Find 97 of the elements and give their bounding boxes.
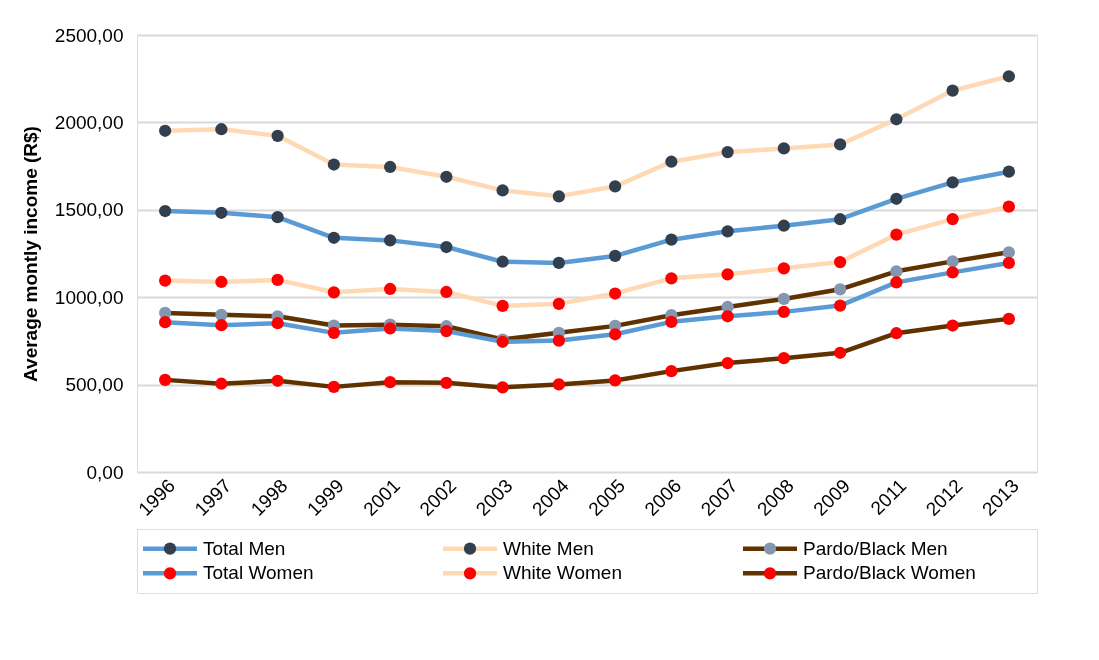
y-tick-label: 0,00 — [86, 461, 124, 483]
point — [440, 170, 453, 183]
point — [1002, 165, 1015, 178]
point — [946, 84, 959, 97]
point — [159, 373, 172, 386]
point — [384, 282, 397, 296]
point — [384, 160, 397, 174]
point — [946, 212, 959, 226]
point — [834, 299, 847, 312]
point — [215, 275, 228, 289]
point — [609, 328, 622, 341]
point — [609, 374, 622, 387]
point — [159, 204, 172, 218]
point — [890, 276, 903, 289]
point — [834, 138, 847, 151]
point — [496, 184, 509, 197]
point — [834, 283, 847, 296]
point — [665, 365, 678, 378]
point — [834, 346, 847, 359]
point — [552, 297, 565, 310]
point — [496, 299, 509, 313]
point — [384, 322, 397, 335]
point — [609, 180, 622, 193]
point — [552, 334, 565, 347]
point — [777, 292, 790, 306]
point — [327, 231, 340, 244]
point — [552, 256, 565, 270]
y-tick-label: 1000,00 — [54, 286, 124, 308]
point — [552, 190, 565, 203]
point — [440, 285, 453, 299]
point — [271, 317, 284, 330]
y-tick-label: 2500,00 — [54, 24, 124, 46]
y-tick-label: 2000,00 — [54, 111, 124, 133]
point — [440, 240, 453, 254]
y-axis-title: Average montly income (R$) — [19, 126, 41, 382]
point — [890, 265, 903, 278]
point — [552, 378, 565, 391]
point — [721, 146, 734, 159]
point — [440, 325, 453, 338]
point — [215, 206, 228, 219]
point — [721, 310, 734, 323]
point — [159, 316, 172, 329]
point — [665, 233, 678, 246]
y-tick-label: 1500,00 — [54, 199, 124, 221]
point — [1002, 200, 1015, 213]
point — [946, 266, 959, 279]
point — [890, 228, 903, 241]
point — [777, 262, 790, 275]
point — [777, 352, 790, 365]
point — [946, 319, 959, 332]
point — [777, 219, 790, 232]
point — [946, 176, 959, 189]
point — [327, 380, 340, 393]
point — [665, 315, 678, 328]
point — [327, 158, 340, 171]
point — [890, 113, 903, 126]
point — [777, 142, 790, 155]
point — [834, 255, 847, 269]
point — [440, 376, 453, 389]
point — [1002, 246, 1015, 259]
legend-label: Pardo/Black Women — [803, 562, 976, 584]
point — [159, 124, 172, 137]
point — [665, 272, 678, 285]
point — [890, 192, 903, 205]
point — [1002, 312, 1015, 325]
point — [215, 377, 228, 390]
point — [721, 225, 734, 238]
point — [384, 376, 397, 389]
legend-label: Total Women — [203, 562, 314, 584]
point — [721, 268, 734, 281]
point — [215, 123, 228, 136]
point — [946, 255, 959, 268]
point — [1002, 256, 1015, 270]
point — [271, 273, 284, 287]
point — [327, 286, 340, 299]
point — [327, 326, 340, 339]
point — [384, 234, 397, 247]
point — [834, 213, 847, 226]
legend-label: White Men — [503, 537, 594, 559]
point — [159, 274, 172, 287]
legend-label: Pardo/Black Men — [803, 537, 948, 559]
point — [1002, 70, 1015, 83]
point — [665, 155, 678, 168]
point — [496, 381, 509, 394]
point — [721, 356, 734, 370]
legend-label: White Women — [503, 562, 622, 584]
point — [271, 211, 284, 224]
point — [271, 129, 284, 142]
point — [777, 305, 790, 318]
point — [271, 374, 284, 387]
point — [609, 249, 622, 263]
point — [609, 287, 622, 300]
legend-label: Total Men — [203, 537, 286, 559]
y-tick-label: 500,00 — [65, 374, 124, 396]
point — [215, 319, 228, 332]
point — [496, 255, 509, 268]
point — [890, 327, 903, 340]
